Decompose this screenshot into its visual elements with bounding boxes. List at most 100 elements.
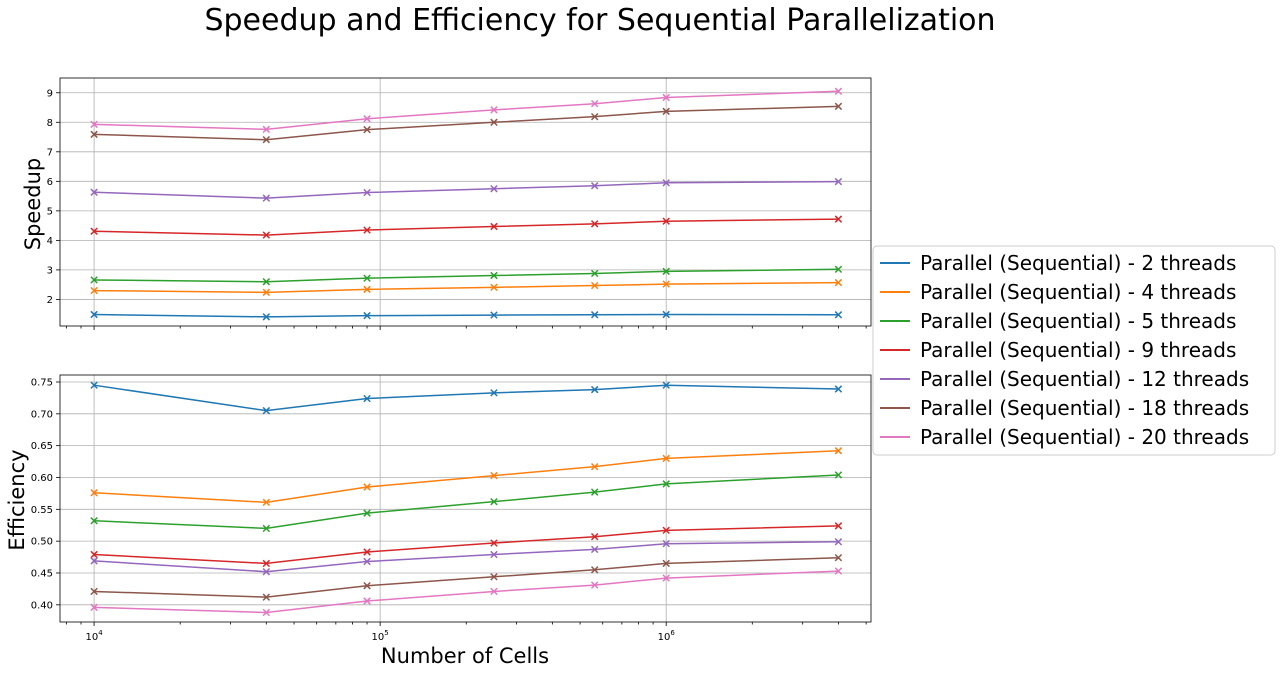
data-point [590, 532, 599, 541]
data-point [834, 538, 843, 546]
data-point [490, 587, 498, 596]
legend-label: Parallel (Sequential) - 9 threads [920, 338, 1236, 362]
data-point [490, 389, 498, 397]
data-point [590, 488, 599, 496]
legend-label: Parallel (Sequential) - 12 threads [920, 367, 1249, 391]
speedup-series-5 [90, 102, 843, 144]
data-point [662, 217, 670, 225]
data-point [662, 381, 670, 389]
y-tick-label: 0.50 [31, 537, 53, 548]
data-point [834, 522, 843, 530]
chart-title: Speedup and Efficiency for Sequential Pa… [204, 3, 995, 38]
data-point [834, 385, 843, 393]
x-tick-label: 105 [372, 629, 389, 643]
data-point [834, 567, 843, 575]
data-point [363, 483, 371, 491]
data-point [363, 557, 371, 566]
data-point [590, 545, 599, 554]
data-point [590, 281, 599, 290]
data-point [662, 454, 670, 463]
y-tick-label: 2 [47, 295, 53, 306]
data-point [590, 220, 599, 228]
y-tick-label: 0.70 [31, 409, 53, 420]
data-point [834, 278, 843, 287]
data-point [834, 553, 843, 562]
efficiency-series-6 [90, 567, 843, 617]
data-point [834, 177, 843, 186]
y-tick-label: 8 [47, 118, 53, 129]
legend-label: Parallel (Sequential) - 5 threads [920, 309, 1236, 333]
data-point [363, 274, 371, 282]
efficiency-series-2 [90, 471, 843, 533]
data-point [490, 222, 498, 231]
data-point [90, 130, 98, 139]
x-tick-exponent: 4 [98, 629, 103, 637]
legend-frame [872, 245, 1276, 456]
data-point [834, 311, 843, 319]
data-point [90, 587, 98, 596]
data-point [262, 277, 271, 286]
x-tick-base: 10 [85, 632, 98, 643]
data-point [90, 381, 98, 389]
data-point [363, 509, 371, 517]
data-point [834, 265, 843, 274]
data-point [262, 194, 271, 202]
x-tick-exponent: 6 [670, 629, 675, 637]
data-point [662, 93, 670, 102]
data-point [262, 559, 271, 568]
speedup-series-0 [90, 310, 843, 321]
data-point [590, 269, 599, 278]
legend-item: Parallel (Sequential) - 2 threads [880, 251, 1236, 275]
y-tick-label: 3 [47, 265, 53, 276]
data-point [90, 227, 98, 235]
data-point [490, 573, 498, 581]
data-point [262, 231, 271, 239]
data-point [262, 593, 271, 601]
y-tick-label: 0.65 [31, 441, 53, 452]
legend-label: Parallel (Sequential) - 18 threads [920, 396, 1249, 420]
data-point [90, 517, 98, 525]
legend-label: Parallel (Sequential) - 20 threads [920, 425, 1249, 449]
data-point [490, 106, 498, 114]
data-point [590, 112, 599, 121]
speedup-axes-frame [59, 77, 872, 327]
y-tick-label: 5 [47, 206, 53, 217]
data-point [90, 188, 98, 196]
data-point [662, 526, 670, 535]
x-tick-base: 10 [372, 632, 385, 643]
speedup-series-4 [90, 177, 843, 202]
data-point [590, 462, 599, 471]
speedup-series-1 [90, 278, 843, 297]
y-tick-label: 9 [47, 88, 53, 99]
data-point [490, 283, 498, 292]
efficiency-panel: 104 105 1060.400.450.500.550.600.650.700.7… [31, 374, 872, 643]
data-point [834, 87, 843, 96]
legend-item: Parallel (Sequential) - 5 threads [880, 309, 1236, 333]
x-axis-label: Number of Cells [381, 644, 549, 668]
legend-item: Parallel (Sequential) - 9 threads [880, 338, 1236, 362]
data-point [590, 581, 599, 589]
y-tick-label: 0.75 [31, 378, 53, 389]
legend: Parallel (Sequential) - 2 threads Paralle… [872, 245, 1276, 456]
efficiency-series-3 [90, 522, 843, 568]
data-point [262, 498, 271, 507]
data-point [490, 539, 498, 547]
legend-item: Parallel (Sequential) - 20 threads [880, 425, 1249, 449]
data-point [490, 550, 498, 559]
data-point [590, 182, 599, 190]
data-point [90, 489, 98, 497]
data-point [90, 550, 98, 559]
speedup-series-2 [90, 265, 843, 286]
data-point [490, 471, 498, 480]
legend-label: Parallel (Sequential) - 4 threads [920, 280, 1236, 304]
data-point [363, 581, 371, 590]
y-tick-label: 6 [47, 177, 53, 188]
data-point [662, 559, 670, 568]
data-point [662, 539, 670, 548]
speedup-panel: 2 3 4 5 6 7 8 9 [47, 77, 872, 330]
legend-item: Parallel (Sequential) - 4 threads [880, 280, 1236, 304]
data-point [90, 310, 98, 319]
data-point [490, 271, 498, 280]
data-point [662, 267, 670, 276]
